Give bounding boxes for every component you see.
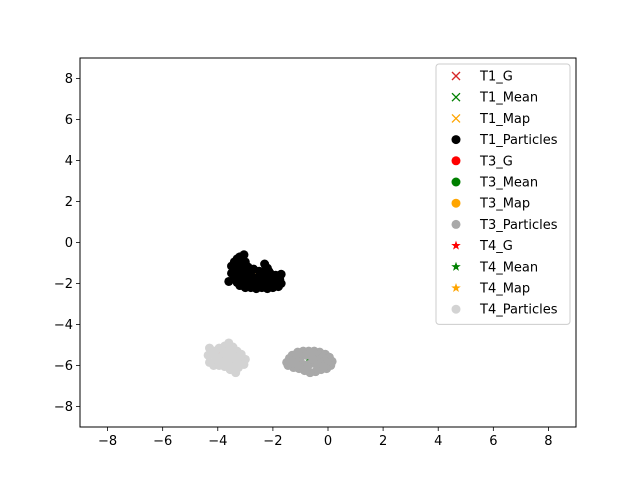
y-tick-label: 6: [65, 113, 73, 128]
x-tick-label: −8: [98, 434, 117, 449]
data-layer: [203, 250, 337, 378]
data-point-t4-particles: [207, 349, 217, 359]
legend-item-t4-map: T4_Map: [451, 282, 530, 297]
legend-item-t3-particles: T3_Particles: [451, 218, 558, 233]
x-tick-label: −6: [153, 434, 172, 449]
legend-item-t4-g: T4_G: [451, 239, 513, 254]
legend-marker-t3-g: [451, 156, 461, 166]
legend-marker-t1-map: [451, 113, 461, 123]
legend-label-t3-particles: T3_Particles: [479, 218, 558, 233]
legend-marker-t1-map-stroke-b: [451, 113, 461, 123]
data-point-t3-particles: [308, 354, 318, 364]
legend-marker-t1-g-stroke-b: [451, 71, 461, 81]
data-point-t4-particles: [231, 361, 241, 370]
series-t4-particles: [203, 338, 250, 378]
data-point-t1-particles: [239, 280, 249, 290]
legend-item-t3-g: T3_G: [451, 154, 513, 169]
data-point-t3-particles: [291, 349, 301, 359]
legend-label-t1-mean: T1_Mean: [479, 91, 538, 106]
data-point-t1-particles: [269, 280, 279, 290]
legend-label-t1-map: T1_Map: [479, 112, 530, 127]
legend-item-t1-map: T1_Map: [451, 112, 530, 127]
legend-item-t4-mean: T4_Mean: [451, 260, 538, 275]
y-tick-label: 2: [65, 195, 73, 210]
data-point-t4-particles: [235, 351, 245, 361]
x-tick-label: −2: [263, 434, 282, 449]
y-tick-label: −4: [54, 318, 73, 333]
legend-label-t3-map: T3_Map: [479, 197, 530, 212]
x-tick-label: 0: [324, 434, 332, 449]
data-point-t1-particles: [260, 259, 270, 269]
legend-label-t4-map: T4_Map: [479, 282, 530, 297]
y-tick-label: 0: [65, 236, 73, 251]
data-point-t3-particles: [319, 362, 329, 372]
legend-marker-t4-map: [451, 283, 461, 293]
legend-label-t4-g: T4_G: [479, 239, 513, 254]
legend-marker-t4-g: [451, 240, 461, 250]
legend-item-t4-particles: T4_Particles: [451, 303, 558, 318]
legend-marker-t3-mean: [451, 177, 461, 187]
y-tick-label: −6: [54, 359, 73, 374]
legend-marker-t1-g: [451, 71, 461, 81]
data-point-t3-particles: [287, 358, 297, 368]
y-tick-label: 4: [65, 154, 73, 169]
data-point-t1-particles: [250, 281, 260, 291]
legend-marker-t3-particles: [451, 219, 461, 229]
series-t1-particles: [224, 250, 286, 294]
data-point-t1-particles: [260, 266, 270, 276]
y-tick-label: −8: [54, 400, 73, 415]
data-point-t1-particles: [244, 267, 254, 277]
legend-label-t4-particles: T4_Particles: [479, 303, 558, 318]
x-tick-label: −4: [208, 434, 227, 449]
data-point-t1-particles: [239, 250, 249, 260]
series-t3-particles: [282, 346, 337, 378]
data-point-t1-particles: [233, 267, 243, 277]
x-tick-label: 6: [489, 434, 497, 449]
legend-label-t1-g: T1_G: [479, 70, 513, 85]
data-point-t1-particles: [267, 272, 277, 282]
legend-marker-t4-mean: [451, 261, 461, 271]
legend-marker-t3-map: [451, 198, 461, 208]
legend-item-t3-map: T3_Map: [451, 197, 530, 212]
legend-label-t3-mean: T3_Mean: [479, 176, 538, 191]
y-tick-label: −2: [54, 277, 73, 292]
x-tick-label: 2: [379, 434, 387, 449]
legend-box: [435, 63, 571, 325]
legend-item-t1-g: T1_G: [451, 70, 513, 85]
legend-item-t3-mean: T3_Mean: [451, 176, 538, 191]
legend-marker-t4-particles: [451, 304, 461, 314]
x-axis: −8 −6 −4 −2 0 2 4 6 8: [98, 427, 553, 449]
data-point-t4-particles: [221, 350, 231, 360]
legend-item-t1-particles: T1_Particles: [451, 133, 558, 148]
y-axis: −8 −6 −4 −2 0 2 4 6 8: [54, 72, 80, 415]
legend-marker-t1-particles: [451, 135, 461, 145]
x-tick-label: 4: [434, 434, 442, 449]
x-tick-label: 8: [544, 434, 552, 449]
y-tick-label: 8: [65, 72, 73, 87]
legend-label-t1-particles: T1_Particles: [479, 133, 558, 148]
legend-item-t1-mean: T1_Mean: [451, 91, 538, 106]
legend-label-t4-mean: T4_Mean: [479, 260, 538, 275]
legend-label-t3-g: T3_G: [479, 154, 513, 169]
data-point-t3-particles: [302, 363, 312, 373]
legend-marker-t1-mean: [451, 92, 461, 102]
legend-marker-t1-mean-stroke-b: [451, 92, 461, 102]
legend: T1_G T1_Mean T1_Map T1_Particles T3_G T3_Mean…: [435, 63, 571, 325]
